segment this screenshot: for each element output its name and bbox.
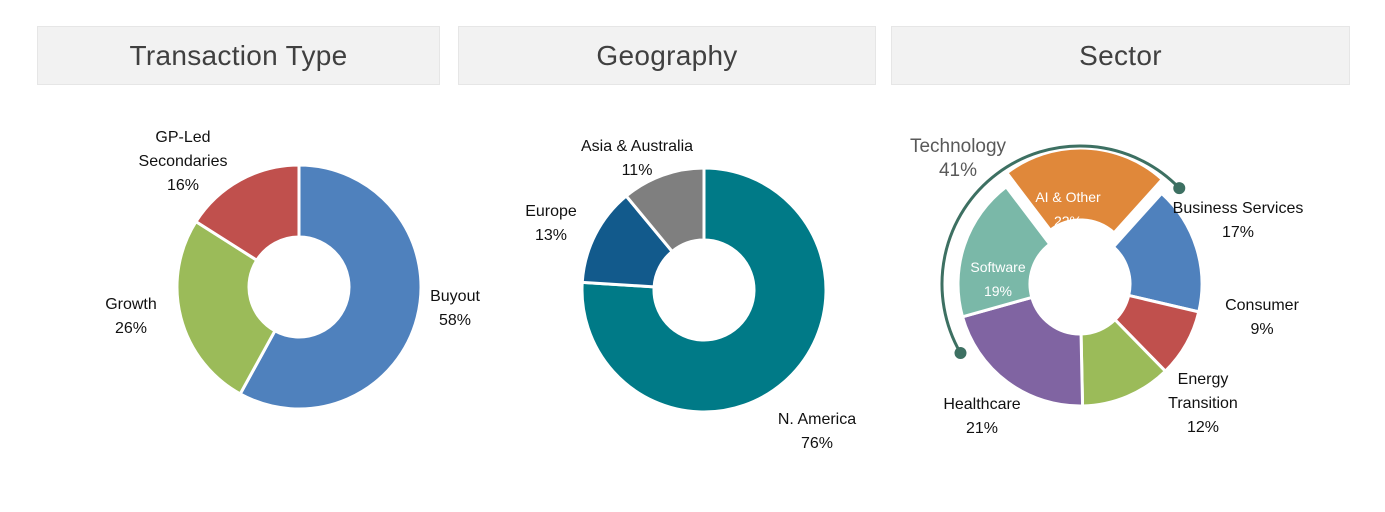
slice-gp-led-secondaries-label: GP-Led Secondaries 16% — [139, 129, 228, 194]
slice-healthcare-label: Healthcare 21% — [943, 396, 1020, 437]
slice-ai-other-name-line: AI & Other — [1035, 189, 1101, 205]
slice-growth-percent: 26% — [115, 320, 147, 337]
slice-n-america — [580, 166, 828, 414]
transaction-type-donut: Buyout 58% Growth 26% GP-Led Secondaries 16% — [105, 129, 480, 411]
slice-asia-australia-percent: 11% — [622, 162, 653, 179]
slice-buyout-name-line: Buyout — [430, 288, 480, 305]
panel-title-geography: Geography — [458, 26, 876, 85]
slice-software-percent: 19% — [984, 283, 1012, 299]
slice-healthcare-percent: 21% — [966, 420, 998, 437]
slice-software — [956, 185, 1052, 319]
slice-software-label: Software 19% — [970, 259, 1025, 299]
technology-label-percent: 41% — [939, 160, 977, 181]
slice-business-services-percent: 17% — [1222, 224, 1254, 241]
panel-title-sector: Sector — [891, 26, 1350, 85]
geography-donut: N. America 76% Europe 13% Asia & Australia 11… — [525, 138, 856, 452]
slice-business-services-label: Business Services 17% — [1173, 200, 1304, 241]
sector-donut: Business Services 17% Consumer 9% Energy Tran… — [910, 136, 1303, 437]
slice-energy-transition-label: Energy Transition 12% — [1168, 371, 1238, 436]
slice-buyout — [238, 163, 423, 411]
technology-label-name: Technology — [910, 136, 1007, 157]
slice-business-services — [1111, 191, 1204, 314]
slice-europe-percent: 13% — [535, 227, 567, 244]
slice-n-america-percent: 76% — [801, 435, 833, 452]
slice-n-america-label: N. America 76% — [778, 411, 856, 452]
slice-consumer-label: Consumer 9% — [1225, 297, 1299, 338]
slice-ai-other-label: AI & Other 22% — [1035, 189, 1101, 229]
technology-bracket-end — [1173, 182, 1186, 195]
slice-healthcare-name-line: Healthcare — [943, 396, 1020, 413]
slice-energy-transition-percent: 12% — [1187, 419, 1219, 436]
panel-title-transaction-type: Transaction Type — [37, 26, 440, 85]
technology-label: Technology 41% — [910, 136, 1007, 181]
slice-gp-led-secondaries-name-line: GP-Led — [155, 129, 210, 146]
slice-ai-other-percent: 22% — [1054, 213, 1082, 229]
slice-software-name-line: Software — [970, 259, 1025, 275]
slice-consumer-percent: 9% — [1250, 321, 1273, 338]
slice-energy-transition-name-line: Energy — [1178, 371, 1229, 388]
slice-europe-label: Europe 13% — [525, 203, 577, 244]
slice-europe-name-line: Europe — [525, 203, 577, 220]
slice-n-america-name-line: N. America — [778, 411, 856, 428]
slice-consumer-name-line: Consumer — [1225, 297, 1299, 314]
slice-healthcare — [960, 295, 1085, 408]
technology-bracket-end — [954, 347, 967, 359]
slice-ai-other — [1005, 146, 1164, 235]
slice-growth — [175, 220, 277, 396]
slice-growth-label: Growth 26% — [105, 296, 157, 337]
slice-buyout-label: Buyout 58% — [430, 288, 480, 329]
technology-annotation: Technology 41% — [910, 136, 1186, 359]
slice-gp-led-secondaries — [194, 163, 301, 262]
technology-bracket-arc — [940, 144, 1181, 354]
slice-growth-name-line: Growth — [105, 296, 157, 313]
slice-gp-led-secondaries-name-line: Secondaries — [139, 153, 228, 170]
slice-gp-led-secondaries-percent: 16% — [167, 177, 199, 194]
slice-asia-australia — [624, 166, 706, 253]
slice-energy-transition-name-line: Transition — [1168, 395, 1238, 412]
slice-asia-australia-name-line: Asia & Australia — [581, 138, 693, 155]
slice-buyout-percent: 58% — [439, 312, 471, 329]
slice-asia-australia-label: Asia & Australia 11% — [581, 138, 693, 179]
slice-business-services-name-line: Business Services — [1173, 200, 1304, 217]
